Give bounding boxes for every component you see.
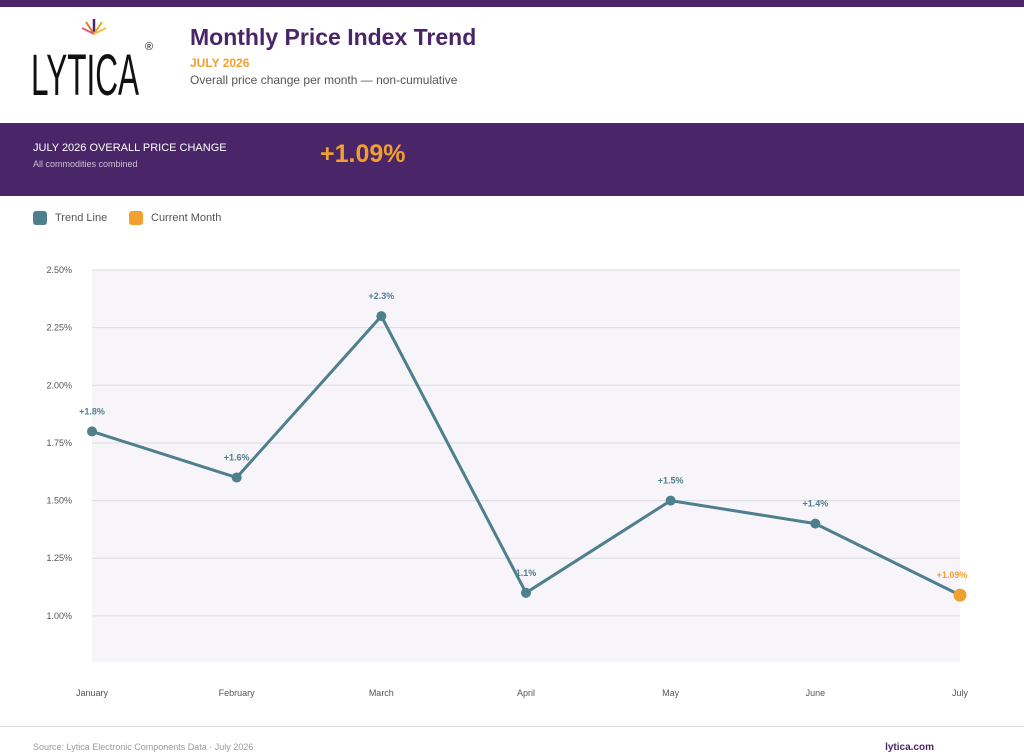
legend-label-trend: Trend Line [55,212,108,224]
y-tick-label: 1.75% [46,438,72,448]
current-month-point [953,588,967,602]
svg-text:®: ® [145,41,153,53]
data-label: +1.6% [224,453,250,463]
y-tick-label: 2.25% [46,323,72,333]
x-tick-label: May [662,688,680,698]
page-title: Monthly Price Index Trend [190,24,477,50]
x-tick-label: January [76,688,109,698]
legend-swatch-trend [33,211,47,225]
data-label: +1.09% [937,570,968,580]
y-tick-label: 1.25% [46,553,72,563]
data-label: +1.8% [79,406,105,416]
footer-site-link[interactable]: lytica.com [885,742,934,753]
x-tick-label: February [219,688,256,698]
legend-item-current: Current Month [129,210,221,226]
data-label: +1.4% [802,499,828,509]
x-tick-label: March [369,688,394,698]
x-tick-label: April [517,688,535,698]
data-label: +1.5% [658,476,684,486]
y-tick-label: 1.50% [46,496,72,506]
plot-area [92,270,960,662]
x-tick-label: June [806,688,826,698]
y-tick-label: 2.00% [46,380,72,390]
footer-source: Source: Lytica Electronic Components Dat… [33,742,254,752]
legend-item-trend: Trend Line [33,210,107,226]
summary-banner: JULY 2026 OVERALL PRICE CHANGE All commo… [0,123,1024,196]
data-point [87,426,97,437]
data-point [376,311,387,322]
x-tick-label: July [952,688,969,698]
banner-value: +1.09% [320,140,406,168]
data-label: +2.3% [368,291,394,301]
data-point [665,495,676,506]
y-tick-label: 1.00% [46,611,72,621]
logo-burst-icon [81,19,107,35]
data-point [810,518,821,529]
data-point [231,472,242,483]
data-label: 1.1% [516,568,537,578]
top-accent-bar [0,0,1024,7]
lytica-logo: LYTICA ® [31,19,153,100]
legend-swatch-current [129,211,143,225]
footer-divider [0,726,1024,727]
legend-label-current: Current Month [151,212,222,224]
banner-label: JULY 2026 OVERALL PRICE CHANGE [33,142,227,154]
logo-wordmark: LYTICA [31,43,139,100]
page-description: Overall price change per month — non-cum… [190,73,458,87]
banner-sublabel: All commodities combined [33,159,138,169]
data-point [521,587,531,598]
page-subtitle: JULY 2026 [190,56,250,70]
y-tick-label: 2.50% [46,265,72,275]
line-chart: 2.50% 2.25% 2.00% 1.75% 1.50% 1.25% 1.00% Janua… [46,265,969,698]
